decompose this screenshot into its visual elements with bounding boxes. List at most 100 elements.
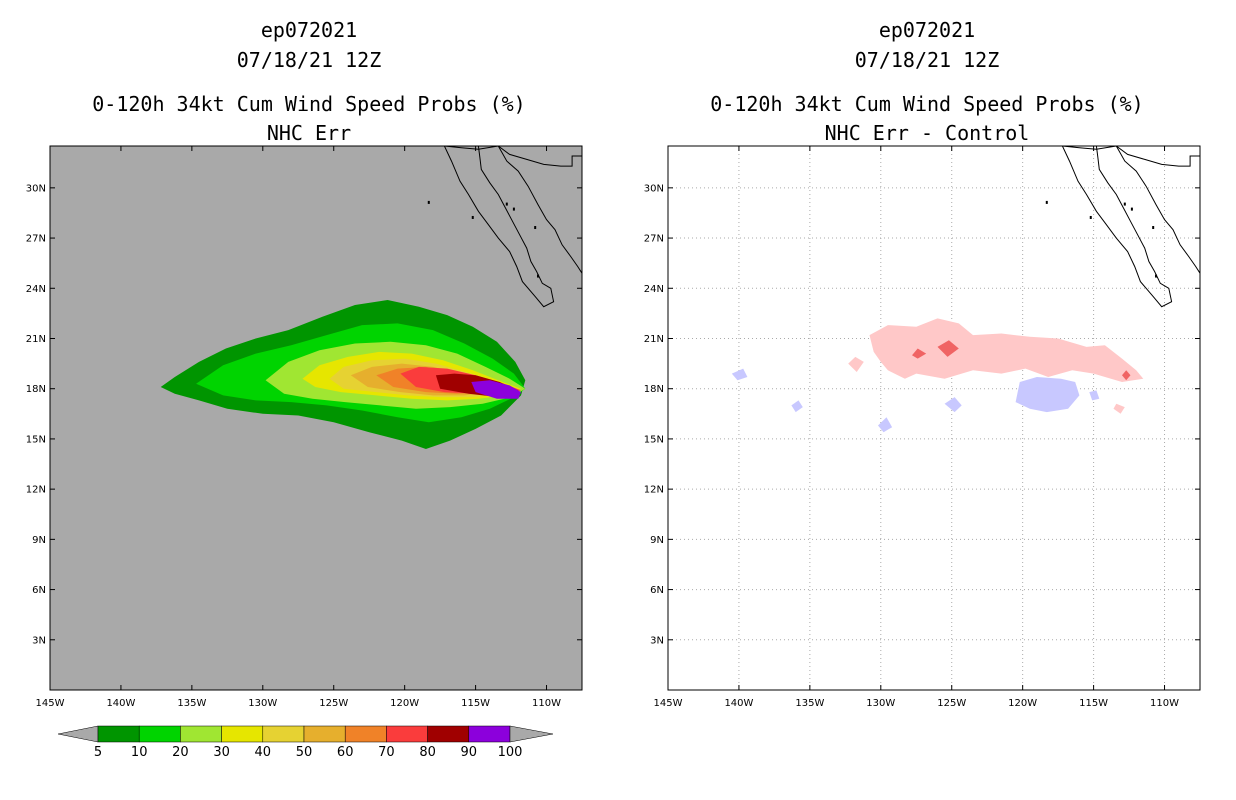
- y-tick-label-6n: 6N: [650, 585, 664, 596]
- colorbar: 5 10 20 30 40 50 60 70 80 90 100: [57, 725, 554, 760]
- valid-time-title: 07/18/21 12Z: [854, 48, 1000, 72]
- plot-area: [160, 146, 582, 449]
- colorbar-label-80: 80: [419, 745, 436, 760]
- coastline-mainland: [497, 146, 582, 274]
- island-1: [471, 215, 474, 219]
- x-tick-label-130w: 130W: [866, 698, 895, 709]
- colorbar-label-40: 40: [255, 745, 272, 760]
- x-tick-label-110w: 110W: [532, 698, 561, 709]
- contour-90-9: [471, 380, 521, 399]
- y-tick-label-12n: 12N: [26, 485, 46, 496]
- colorbar-box-5: [303, 725, 346, 743]
- y-tick-label-24n: 24N: [26, 284, 46, 295]
- colorbar-box-6: [344, 725, 387, 743]
- left-panel: ep072021 07/18/21 12Z 0-120h 34kt Cum Wi…: [26, 18, 583, 760]
- y-tick-label-27n: 27N: [26, 234, 46, 245]
- colorbar-box-2: [180, 725, 222, 743]
- wind-prob-map-difference: 145W 140W 135W 130W 125W 120W 115W 110W 3N 6N 9N 12…: [644, 145, 1201, 709]
- y-tick-label-21n: 21N: [26, 334, 46, 345]
- island-5: [537, 274, 540, 278]
- colorbar-box-1: [138, 725, 181, 743]
- island-4: [1152, 226, 1155, 230]
- contour-3-5: [1122, 370, 1131, 381]
- y-tick-label-3n: 3N: [32, 635, 46, 646]
- colorbar-box-9: [468, 725, 511, 743]
- country-border: [444, 146, 582, 167]
- colorbar-label-20: 20: [172, 745, 189, 760]
- colorbar-box-0: [97, 725, 140, 743]
- x-tick-label-140w: 140W: [724, 698, 753, 709]
- plot-frame: [49, 145, 583, 691]
- x-tick-label-145w: 145W: [654, 698, 683, 709]
- subtitle: NHC Err - Control: [824, 121, 1030, 145]
- product-title: 0-120h 34kt Cum Wind Speed Probs (%): [92, 92, 526, 116]
- contour-1-1: [848, 356, 864, 372]
- right-panel: ep072021 07/18/21 12Z 0-120h 34kt Cum Wi…: [618, 0, 1236, 800]
- storm-id-title: ep072021: [878, 18, 976, 42]
- y-tick-label-27n: 27N: [644, 234, 664, 245]
- colorbar-high-arrow: [509, 725, 554, 743]
- island-3: [512, 207, 515, 211]
- island-4: [534, 226, 537, 230]
- colorbar-label-60: 60: [337, 745, 354, 760]
- y-tick-label-12n: 12N: [644, 485, 664, 496]
- product-title: 0-120h 34kt Cum Wind Speed Probs (%): [710, 92, 1144, 116]
- colorbar-label-70: 70: [378, 745, 395, 760]
- island-0: [427, 200, 430, 204]
- y-tick-label-30n: 30N: [644, 183, 664, 194]
- y-tick-label-21n: 21N: [644, 334, 664, 345]
- x-tick-label-125w: 125W: [937, 698, 966, 709]
- y-tick-label-3n: 3N: [650, 635, 664, 646]
- x-tick-label-145w: 145W: [36, 698, 65, 709]
- x-tick-label-135w: 135W: [177, 698, 206, 709]
- plot-background: [668, 146, 1200, 690]
- x-tick-label-130w: 130W: [248, 698, 277, 709]
- contour-1-2: [1113, 403, 1125, 414]
- y-tick-label-6n: 6N: [32, 585, 46, 596]
- colorbar-label-5: 5: [94, 745, 102, 760]
- colorbar-box-4: [262, 725, 305, 743]
- contour-3-4: [912, 348, 927, 359]
- coastline-baja: [1061, 146, 1173, 308]
- plot-area: [668, 146, 1200, 690]
- contour--1-6: [1015, 377, 1080, 413]
- plot-frame: [667, 145, 1201, 691]
- x-tick-label-120w: 120W: [390, 698, 419, 709]
- y-tick-label-9n: 9N: [32, 535, 46, 546]
- x-tick-label-115w: 115W: [461, 698, 490, 709]
- x-tick-label-125w: 125W: [319, 698, 348, 709]
- contour-3-3: [937, 340, 959, 357]
- wind-prob-map-nhc-err: 145W 140W 135W 130W 125W 120W 115W 110W 3N 6N 9N 12…: [26, 145, 583, 760]
- colorbar-label-90: 90: [461, 745, 478, 760]
- colorbar-low-arrow: [57, 725, 99, 743]
- colorbar-box-7: [386, 725, 428, 743]
- y-tick-label-24n: 24N: [644, 284, 664, 295]
- contour--1-7: [944, 397, 962, 413]
- y-tick-label-30n: 30N: [26, 183, 46, 194]
- island-2: [1123, 202, 1126, 206]
- colorbar-label-100: 100: [498, 745, 523, 760]
- valid-time-title: 07/18/21 12Z: [236, 48, 382, 72]
- contour--1-11: [791, 400, 803, 413]
- island-5: [1155, 274, 1158, 278]
- contour-1-0: [869, 318, 1144, 382]
- y-tick-label-18n: 18N: [644, 384, 664, 395]
- y-tick-label-9n: 9N: [650, 535, 664, 546]
- y-tick-label-15n: 15N: [644, 434, 664, 445]
- x-tick-label-140w: 140W: [106, 698, 135, 709]
- coastline-mainland: [1115, 146, 1200, 274]
- contour--1-9: [878, 417, 893, 433]
- storm-id-title: ep072021: [260, 18, 358, 42]
- colorbar-label-50: 50: [296, 745, 313, 760]
- island-2: [505, 202, 508, 206]
- colorbar-box-3: [221, 725, 264, 743]
- island-1: [1089, 215, 1092, 219]
- colorbar-label-30: 30: [213, 745, 230, 760]
- country-border: [1062, 146, 1200, 167]
- x-tick-label-115w: 115W: [1079, 698, 1108, 709]
- x-tick-label-135w: 135W: [795, 698, 824, 709]
- y-tick-label-18n: 18N: [26, 384, 46, 395]
- colorbar-box-8: [427, 725, 470, 743]
- subtitle: NHC Err: [266, 121, 352, 145]
- island-0: [1045, 200, 1048, 204]
